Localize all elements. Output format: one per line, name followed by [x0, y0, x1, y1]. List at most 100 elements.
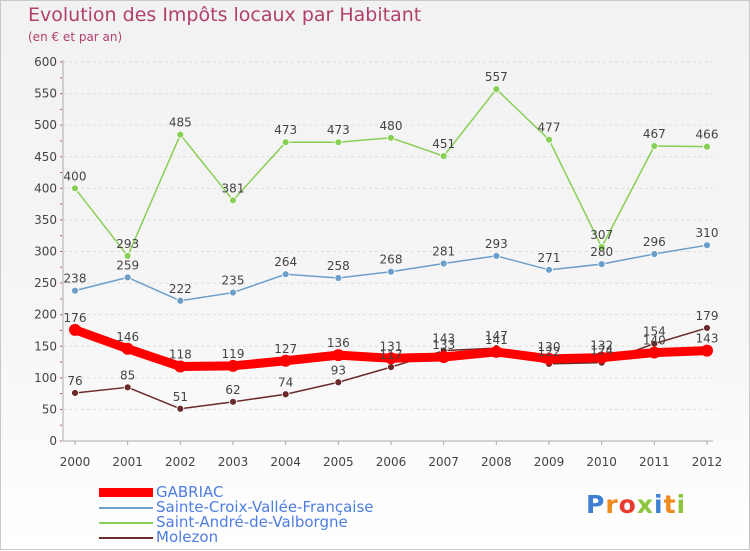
data-label: 293	[485, 237, 508, 251]
logo-letter: o	[618, 490, 637, 519]
legend-label: Molezon	[156, 528, 219, 546]
y-tick-label: 500	[34, 118, 57, 132]
y-tick-label: 600	[34, 55, 57, 69]
data-label: 93	[331, 363, 346, 377]
data-point-gabriac	[69, 323, 81, 336]
data-label: 296	[643, 235, 666, 249]
data-label: 118	[169, 347, 192, 361]
data-label: 477	[538, 121, 561, 135]
data-point-gabriac	[332, 349, 345, 362]
data-label: 473	[327, 123, 350, 137]
logo-letter: r	[605, 490, 619, 519]
data-label: 117	[380, 348, 403, 362]
data-point-sainte-croix-vallee-francaise	[492, 252, 501, 260]
data-point-saint-andre-de-valborgne	[71, 184, 79, 193]
data-label: 136	[327, 336, 350, 350]
data-label: 130	[538, 340, 561, 354]
data-point-sainte-croix-vallee-francaise	[387, 267, 395, 276]
data-point-saint-andre-de-valborgne	[176, 130, 185, 139]
data-point-molezon	[703, 324, 711, 332]
y-tick-label: 400	[34, 181, 57, 195]
data-point-sainte-croix-vallee-francaise	[597, 260, 606, 269]
data-label: 51	[173, 390, 188, 404]
x-tick-label: 2004	[270, 455, 301, 469]
data-point-saint-andre-de-valborgne	[597, 243, 606, 251]
y-tick-label: 250	[34, 276, 57, 290]
data-label: 264	[274, 255, 297, 269]
data-point-gabriac	[437, 350, 450, 363]
legend-swatch	[99, 537, 153, 539]
data-point-sainte-croix-vallee-francaise	[439, 259, 448, 268]
y-tick-label: 50	[42, 402, 57, 416]
data-label: 179	[696, 309, 719, 323]
data-point-gabriac	[227, 359, 239, 372]
data-label: 76	[67, 374, 82, 388]
data-label: 280	[590, 245, 613, 259]
data-point-saint-andre-de-valborgne	[703, 142, 711, 151]
chart-title: Evolution des Impôts locaux par Habitant	[28, 4, 422, 26]
data-point-sainte-croix-vallee-francaise	[650, 250, 659, 258]
y-tick-label: 450	[34, 150, 57, 164]
data-label: 259	[116, 258, 139, 272]
proxiti-logo: Proxiti	[586, 490, 686, 519]
data-label: 85	[120, 368, 135, 382]
data-point-gabriac	[648, 346, 661, 359]
data-point-sainte-croix-vallee-francaise	[176, 296, 185, 305]
data-point-molezon	[281, 390, 290, 399]
x-tick-label: 2011	[639, 455, 670, 469]
data-label: 281	[432, 245, 455, 259]
data-label: 480	[380, 119, 403, 133]
x-tick-label: 2007	[428, 455, 459, 469]
data-label: 131	[380, 339, 403, 353]
data-point-gabriac	[701, 344, 713, 357]
data-point-sainte-croix-vallee-francaise	[71, 286, 79, 295]
logo-letter: t	[663, 490, 677, 519]
data-label: 154	[643, 325, 666, 339]
chart-subtitle: (en € et par an)	[28, 30, 123, 44]
data-point-gabriac	[279, 354, 292, 367]
data-point-sainte-croix-vallee-francaise	[545, 265, 553, 274]
data-label: 238	[64, 272, 87, 286]
data-point-sainte-croix-vallee-francaise	[703, 241, 711, 250]
logo-letter: P	[586, 490, 606, 519]
data-point-sainte-croix-vallee-francaise	[334, 274, 343, 282]
data-label: 467	[643, 127, 666, 141]
data-point-molezon	[387, 363, 395, 371]
data-point-molezon	[229, 397, 237, 406]
y-tick-label: 100	[34, 371, 57, 385]
data-label: 74	[278, 375, 293, 389]
data-label: 258	[327, 259, 350, 273]
legend-swatch	[99, 507, 153, 509]
data-point-gabriac	[174, 360, 187, 373]
data-point-gabriac	[490, 345, 503, 358]
data-point-gabriac	[121, 342, 134, 355]
data-label: 400	[64, 169, 87, 183]
y-tick-label: 200	[34, 308, 57, 322]
data-point-gabriac	[543, 352, 555, 365]
data-label: 133	[432, 338, 455, 352]
data-label: 146	[116, 330, 139, 344]
legend-label: Sainte-Croix-Vallée-Française	[156, 498, 374, 516]
data-point-saint-andre-de-valborgne	[334, 138, 343, 147]
data-label: 307	[590, 228, 613, 242]
x-tick-label: 2010	[586, 455, 617, 469]
data-label: 176	[64, 311, 87, 325]
logo-letter: i	[676, 490, 687, 519]
data-point-molezon	[123, 383, 132, 392]
x-tick-label: 2006	[376, 455, 407, 469]
data-label: 141	[485, 333, 508, 347]
data-label: 235	[222, 274, 245, 288]
data-label: 293	[116, 237, 139, 251]
data-point-saint-andre-de-valborgne	[545, 135, 553, 144]
y-tick-label: 150	[34, 339, 57, 353]
y-tick-label: 350	[34, 213, 57, 227]
data-point-saint-andre-de-valborgne	[439, 152, 448, 161]
legend-label: GABRIAC	[156, 483, 224, 501]
data-label: 140	[643, 334, 666, 348]
data-point-saint-andre-de-valborgne	[281, 138, 290, 147]
data-label: 62	[225, 383, 240, 397]
data-label: 122	[538, 345, 561, 359]
x-tick-label: 2005	[323, 455, 354, 469]
